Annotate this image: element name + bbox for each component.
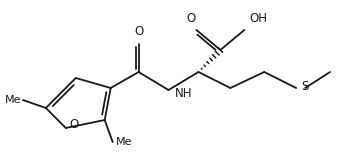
Text: NH: NH bbox=[175, 87, 192, 100]
Text: Me: Me bbox=[116, 137, 132, 147]
Text: O: O bbox=[187, 12, 196, 25]
Text: OH: OH bbox=[249, 12, 267, 25]
Text: O: O bbox=[69, 117, 78, 131]
Text: Me: Me bbox=[5, 95, 21, 105]
Text: S: S bbox=[301, 80, 308, 92]
Text: O: O bbox=[134, 25, 143, 38]
